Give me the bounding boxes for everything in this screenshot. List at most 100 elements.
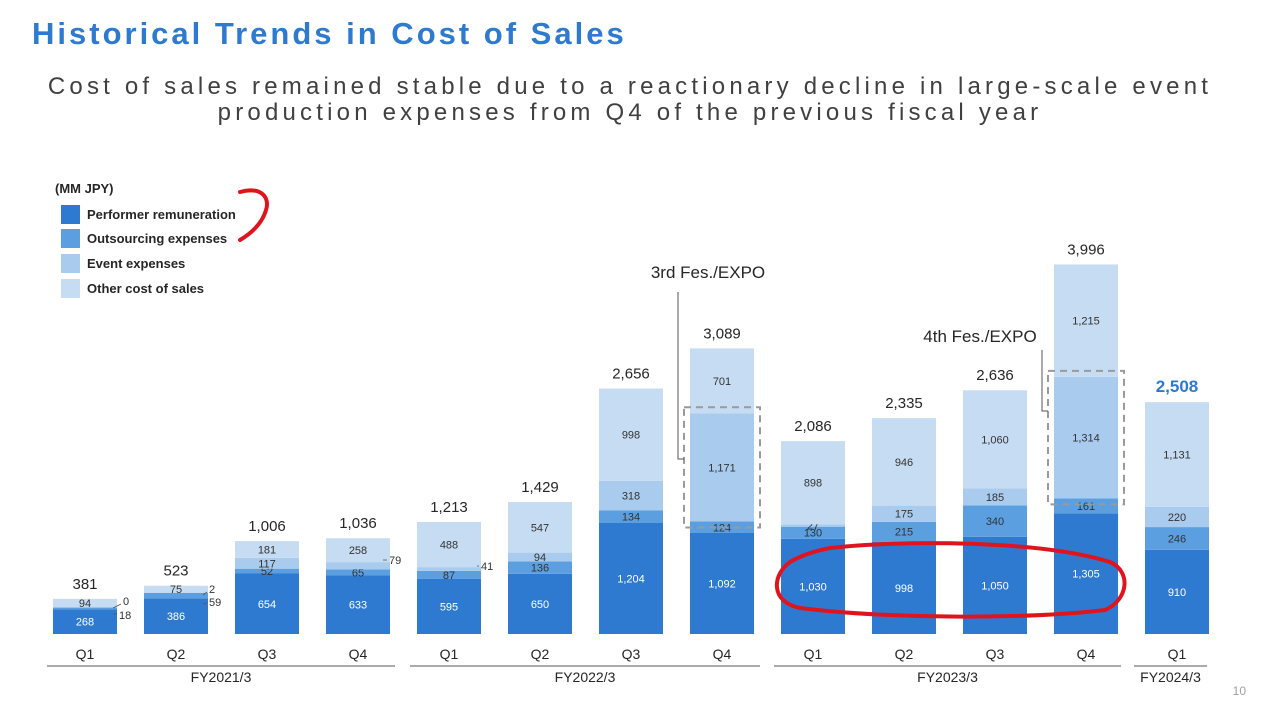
- bar-4-performer: [326, 575, 390, 634]
- total-label: 2,086: [794, 418, 832, 435]
- segment-label: 181: [258, 545, 276, 557]
- segment-label: 65: [352, 567, 364, 579]
- annotation-leader-4th: [1041, 350, 1048, 412]
- bar-1-performer: [53, 609, 117, 634]
- legend-item-event: Event expenses: [55, 251, 236, 276]
- bar-10-other: [872, 418, 936, 506]
- bar-12-event: [1054, 376, 1118, 499]
- segment-label: 318: [622, 491, 640, 503]
- legend-unit: (MM JPY): [55, 181, 114, 196]
- legend-swatch-performer: [61, 204, 80, 224]
- label-leader-line: [202, 591, 208, 596]
- fiscal-year-label: FY2023/3: [917, 669, 978, 685]
- bar-2-other: [144, 585, 208, 593]
- bar-4-outsourcing: [326, 569, 390, 576]
- segment-label: 268: [76, 617, 94, 629]
- legend-swatch-event: [61, 253, 80, 273]
- segment-label: 910: [1168, 587, 1186, 599]
- segment-label: 0: [123, 596, 129, 608]
- page-title: Historical Trends in Cost of Sales: [32, 16, 627, 51]
- bar-7-outsourcing: [599, 510, 663, 523]
- x-tick-label: Q2: [895, 646, 914, 662]
- segment-label: 75: [170, 584, 182, 596]
- segment-label: 1,030: [799, 581, 827, 593]
- fiscal-year-label: FY2021/3: [191, 669, 252, 685]
- bar-8-performer: [690, 532, 754, 634]
- segment-label: 258: [349, 545, 367, 557]
- segment-label: 1,314: [1072, 433, 1100, 445]
- total-label: 523: [163, 563, 188, 580]
- segment-label: 654: [258, 599, 276, 611]
- bar-1-outsourcing: [53, 607, 117, 610]
- bar-3-event: [235, 557, 299, 569]
- legend-swatch-other: [61, 278, 80, 298]
- bar-12-other: [1054, 264, 1118, 377]
- total-label: 2,335: [885, 395, 923, 412]
- bar-10-performer: [872, 541, 936, 634]
- segment-label: 701: [713, 376, 731, 388]
- event-expense-highlight-box: [1047, 369, 1125, 506]
- bar-13-outsourcing: [1145, 527, 1209, 550]
- bar-4-event: [326, 562, 390, 570]
- bar-6-other: [508, 502, 572, 553]
- legend-label-other: Other cost of sales: [87, 280, 205, 296]
- bar-12-outsourcing: [1054, 498, 1118, 514]
- x-tick-label: Q2: [167, 646, 186, 662]
- annotation-4th-fes: 4th Fes./EXPO: [923, 327, 1036, 346]
- segment-label: 94: [534, 552, 546, 564]
- segment-label: 87: [443, 570, 455, 582]
- segment-label: 1,092: [708, 578, 736, 590]
- bar-3-outsourcing: [235, 568, 299, 574]
- red-bracket-annotation: [238, 188, 269, 242]
- bar-11-other: [963, 390, 1027, 489]
- x-tick-label: Q1: [76, 646, 95, 662]
- segment-label: 1,204: [617, 573, 645, 585]
- segment-label: 595: [440, 601, 458, 613]
- bar-2-performer: [144, 598, 208, 634]
- segment-label: 1,060: [981, 434, 1009, 446]
- x-tick-label: Q4: [1077, 646, 1096, 662]
- bar-11-outsourcing: [963, 505, 1027, 537]
- bar-10-outsourcing: [872, 521, 936, 542]
- segment-label: 898: [804, 478, 822, 490]
- segment-label: 633: [349, 600, 367, 612]
- bar-4-other: [326, 538, 390, 563]
- total-label: 1,006: [248, 518, 286, 535]
- bar-9-performer: [781, 538, 845, 634]
- bar-11-event: [963, 488, 1027, 506]
- bar-10-event: [872, 505, 936, 522]
- segment-label: 1,215: [1072, 316, 1100, 328]
- segment-label: 79: [389, 555, 401, 567]
- segment-label: 41: [481, 561, 493, 573]
- bar-13-performer: [1145, 549, 1209, 634]
- segment-label: 94: [79, 598, 91, 610]
- bar-8-event: [690, 413, 754, 522]
- fiscal-year-label: FY2022/3: [555, 669, 616, 685]
- segment-label: 340: [986, 516, 1004, 528]
- legend-label-outsourcing: Outsourcing expenses: [87, 231, 228, 247]
- segment-label: 52: [261, 566, 273, 578]
- segment-label: 136: [531, 563, 549, 575]
- red-circle-annotation: [774, 541, 1127, 619]
- segment-label: 998: [622, 430, 640, 442]
- bar-6-event: [508, 552, 572, 562]
- segment-label: 1,050: [981, 580, 1009, 592]
- segment-label: 2: [209, 584, 215, 596]
- total-label: 2,656: [612, 365, 650, 382]
- total-label: 2,508: [1156, 377, 1199, 396]
- total-label: 2,636: [976, 367, 1014, 384]
- bar-5-performer: [417, 578, 481, 634]
- segment-label: 547: [531, 522, 549, 534]
- bar-9-event: [781, 524, 845, 527]
- bar-5-other: [417, 521, 481, 568]
- bar-6-outsourcing: [508, 561, 572, 574]
- legend-label-event: Event expenses: [87, 255, 186, 271]
- page-subtitle: Cost of sales remained stable due to a r…: [47, 73, 1213, 126]
- bar-3-performer: [235, 573, 299, 634]
- x-tick-label: Q3: [986, 646, 1005, 662]
- chart-legend: (MM JPY) Performer remuneration Outsourc…: [55, 181, 236, 300]
- legend-item-performer: Performer remuneration: [55, 202, 236, 227]
- segment-label: 488: [440, 540, 458, 552]
- legend-swatch-outsourcing: [61, 229, 80, 249]
